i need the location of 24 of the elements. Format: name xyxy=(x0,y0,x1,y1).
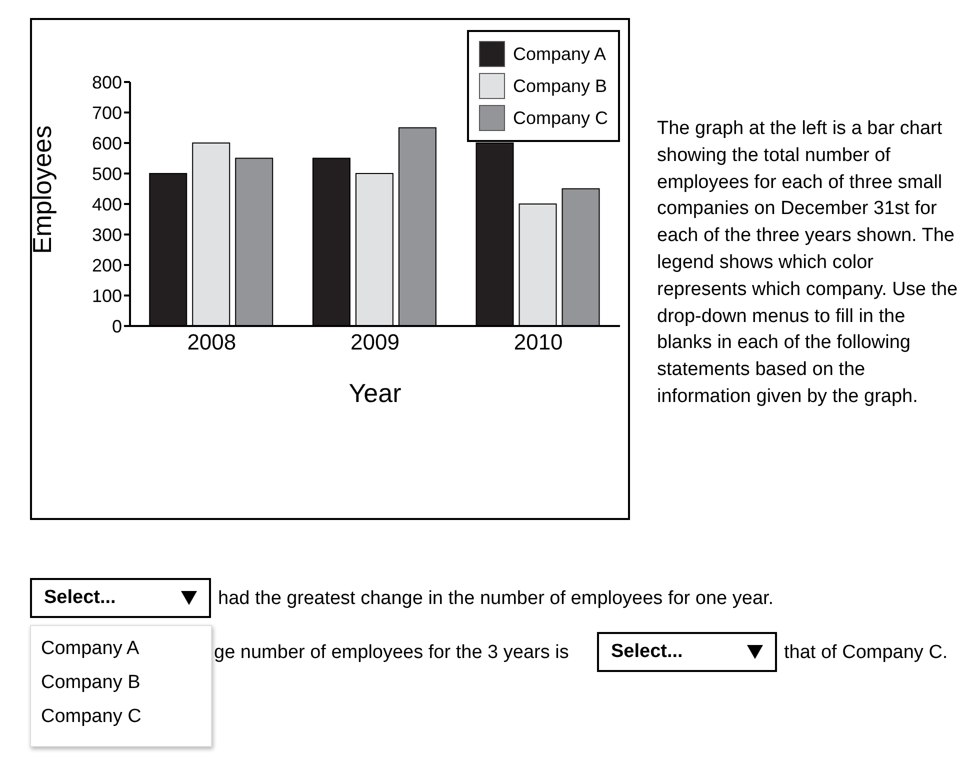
text: had the greatest change in the number of employees for one year. xyxy=(218,588,774,610)
dropdown-menu: Company A Company B Company C xyxy=(30,625,212,747)
dropdown-field: Select... xyxy=(30,578,211,618)
text: ge number of employees for the 3 years is xyxy=(214,642,569,664)
y-tick-label: 700 xyxy=(92,102,122,123)
x-axis-title: Year xyxy=(348,378,402,408)
x-tick-label: 2008 xyxy=(187,330,236,355)
y-tick-label: 300 xyxy=(92,224,122,245)
dropdown-field: Select... xyxy=(597,632,777,672)
legend-label: Company C xyxy=(512,108,608,128)
x-tick-label: 2009 xyxy=(350,330,400,355)
y-tick-label: 0 xyxy=(112,316,122,336)
y-tick-label: 400 xyxy=(92,194,122,214)
legend-label: Company B xyxy=(512,76,607,96)
y-tick-label: 200 xyxy=(92,255,122,276)
text: The graph at the left is a bar chart showing the total number of employees for each of three small companies on December 31st for each of the three years shown. The legend shows which color represents which company. Use the drop-down menus to fill in the blanks in each of the following statements based on the information given by the graph. xyxy=(657,118,958,407)
y-tick-label: 500 xyxy=(92,164,122,184)
text: that of Company C. xyxy=(784,642,948,664)
legend-label: Company A xyxy=(512,44,606,64)
y-axis-title: Employees xyxy=(27,125,58,254)
y-tick-label: 800 xyxy=(92,72,122,92)
y-tick-label: 100 xyxy=(92,286,122,306)
y-tick-label: 600 xyxy=(92,133,122,154)
x-tick-label: 2010 xyxy=(514,330,563,355)
